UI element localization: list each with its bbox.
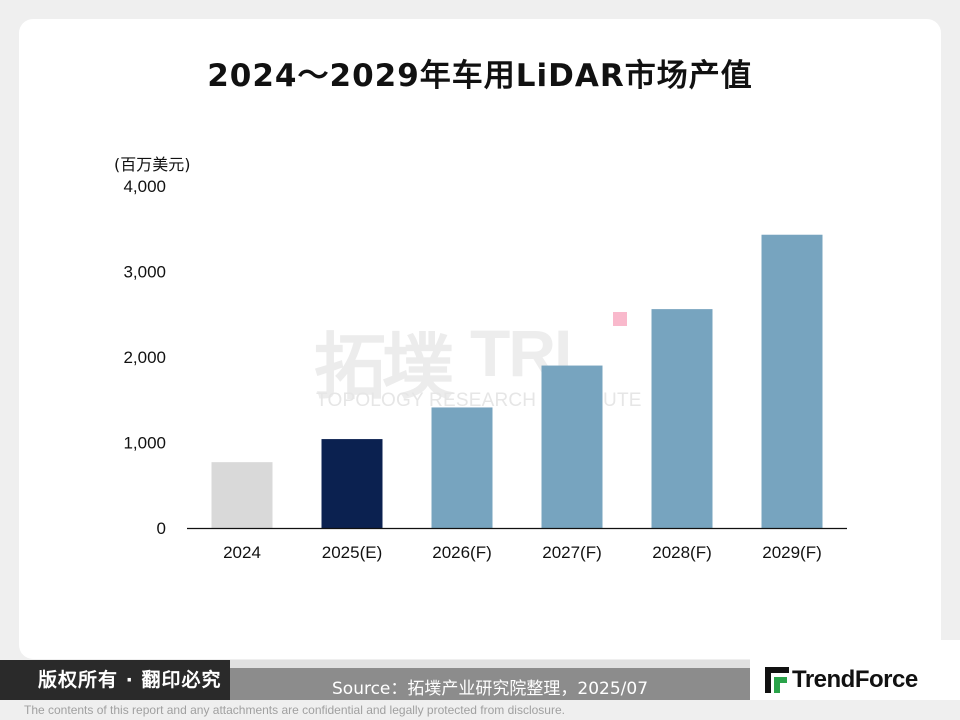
bar-2026(F) <box>431 407 493 528</box>
bar-2029(F) <box>761 234 823 529</box>
x-tick-label: 2028(F) <box>652 543 712 562</box>
footer-copyright-panel <box>0 660 230 700</box>
trendforce-logo-icon <box>765 667 789 693</box>
watermark-dot <box>613 312 627 326</box>
source-bar <box>230 668 750 700</box>
disclaimer: The contents of this report and any atta… <box>24 703 565 717</box>
bar-2027(F) <box>541 365 603 528</box>
source-text: Source：拓墣产业研究院整理，2025/07 <box>332 679 649 699</box>
y-tick-label: 0 <box>157 519 166 538</box>
x-tick-label: 2024 <box>223 543 261 562</box>
bar-2025(E) <box>321 439 383 528</box>
chart-title: 2024～2029年车用LiDAR市场产值 <box>207 58 753 94</box>
watermark-chinese: 拓墣 <box>314 325 454 409</box>
y-tick-label: 4,000 <box>123 177 166 196</box>
y-tick-label: 1,000 <box>123 434 166 453</box>
y-tick-label: 3,000 <box>123 263 166 282</box>
x-tick-label: 2026(F) <box>432 543 492 562</box>
y-axis-label: (百万美元) <box>114 155 191 174</box>
trendforce-logo-text: TrendForce <box>792 666 918 693</box>
y-tick-label: 2,000 <box>123 348 166 367</box>
x-tick-label: 2027(F) <box>542 543 602 562</box>
x-tick-label: 2029(F) <box>762 543 822 562</box>
bar-chart: (百万美元) 0 1,000 2,000 3,000 4,000 2024 2025(E) 20… <box>114 155 847 562</box>
x-tick-label: 2025(E) <box>322 543 382 562</box>
bar-2028(F) <box>651 309 713 528</box>
copyright-notice: 版权所有 · 翻印必究 <box>38 669 222 691</box>
bar-2024 <box>211 462 273 528</box>
